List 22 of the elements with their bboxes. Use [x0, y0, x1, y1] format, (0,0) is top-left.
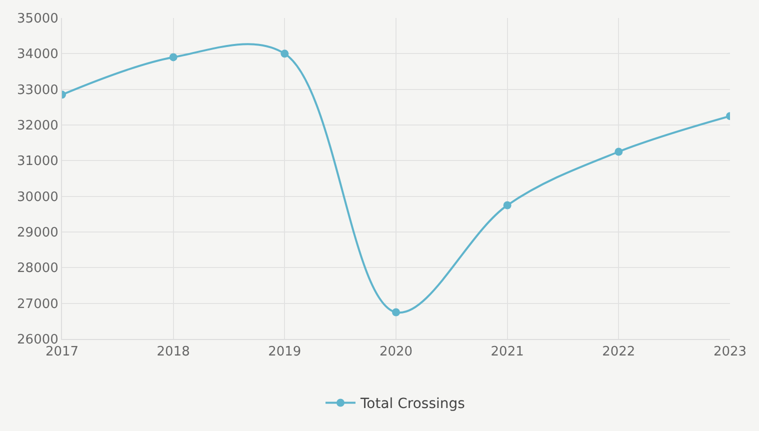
point — [503, 201, 512, 210]
x-tick-label: 2017 — [45, 344, 79, 360]
y-tick-label: 33000 — [17, 82, 58, 98]
x-tick-label: 2023 — [713, 344, 747, 360]
y-tick-label: 35000 — [17, 12, 58, 27]
y-tick-label: 31000 — [17, 154, 58, 170]
y-tick-label: 29000 — [17, 226, 58, 241]
x-tick-label: 2018 — [156, 344, 190, 360]
y-tick-label: 28000 — [17, 261, 58, 276]
y-tick-label: 27000 — [17, 296, 58, 312]
x-tick-label: 2019 — [268, 344, 302, 360]
x-tick-label: 2020 — [379, 344, 413, 360]
y-tick-label: 30000 — [17, 190, 58, 205]
point — [280, 50, 289, 58]
y-tick-label: 34000 — [17, 47, 58, 62]
x-tick-label: 2021 — [490, 344, 524, 360]
y-tick-label: 32000 — [17, 118, 58, 134]
point — [614, 148, 623, 156]
legend-label: Total Crossings — [360, 396, 465, 412]
point — [392, 308, 400, 316]
point — [169, 53, 178, 62]
x-tick-label: 2022 — [602, 344, 636, 360]
